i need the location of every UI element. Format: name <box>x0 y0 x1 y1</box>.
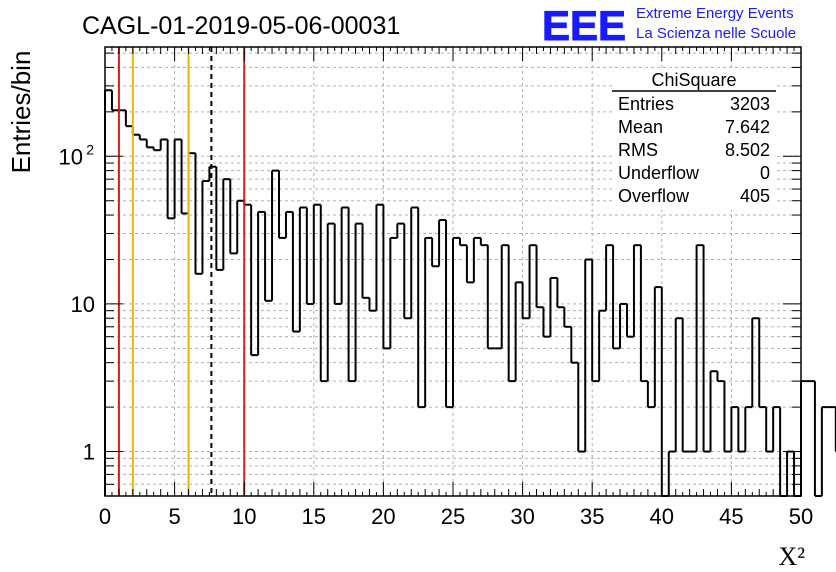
logo-text: EEE <box>542 2 626 49</box>
run-title: CAGL-01-2019-05-06-00031 <box>82 12 400 40</box>
cut-lines <box>117 47 246 496</box>
x-tick-label: 0 <box>99 504 111 529</box>
stats-title: ChiSquare <box>651 70 736 90</box>
stats-row-value: 0 <box>760 163 770 183</box>
x-tick-label: 10 <box>232 504 256 529</box>
stats-box: ChiSquare Entries 3203 Mean 7.642 RMS 8.502 Un… <box>612 68 776 210</box>
stats-row-label: Overflow <box>618 186 690 206</box>
x-tick-label: 35 <box>580 504 604 529</box>
stats-row-label: RMS <box>618 140 658 160</box>
logo-line2: La Scienza nelle Scuole <box>636 25 796 42</box>
stats-row-label: Underflow <box>618 163 700 183</box>
x-tick-label: 5 <box>168 504 180 529</box>
y-tick-exponent: 2 <box>86 141 94 157</box>
stats-row-label: Entries <box>618 94 674 114</box>
x-tick-label: 25 <box>441 504 465 529</box>
stats-row-value: 3203 <box>730 94 770 114</box>
x-tick-label: 40 <box>650 504 674 529</box>
eee-logo: EEE Extreme Energy Events La Scienza nel… <box>542 2 797 50</box>
x-tick-label: 30 <box>510 504 534 529</box>
y-tick-label: 1 <box>83 440 95 465</box>
x-tick-label: 50 <box>789 504 813 529</box>
x-axis: 0 5 10 15 20 25 30 35 40 45 50 <box>99 47 813 529</box>
x-tick-label: 15 <box>302 504 326 529</box>
logo-line1: Extreme Energy Events <box>636 5 794 22</box>
x-tick-label: 45 <box>719 504 743 529</box>
y-tick-label: 10 <box>59 144 83 169</box>
x-tick-label: 20 <box>371 504 395 529</box>
y-tick-label: 10 <box>71 292 95 317</box>
stats-row-value: 8.502 <box>725 140 770 160</box>
stats-row-value: 405 <box>740 186 770 206</box>
y-axis-label: Entries/bin <box>6 51 36 174</box>
stats-row-label: Mean <box>618 117 663 137</box>
x-axis-label: X² <box>778 542 805 571</box>
stats-row-value: 7.642 <box>725 117 770 137</box>
